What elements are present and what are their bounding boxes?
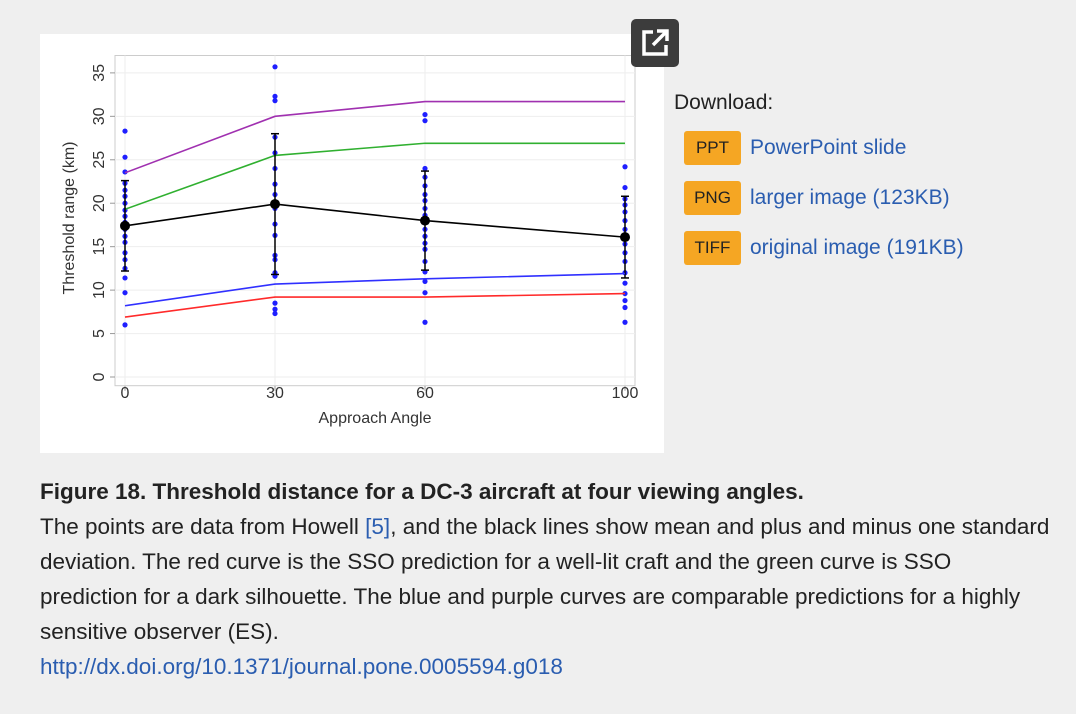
caption: Figure 18. Threshold distance for a DC-3… — [40, 474, 1050, 684]
caption-text: The points are data from Howell — [40, 514, 366, 539]
data-point — [622, 280, 628, 286]
data-point — [422, 319, 428, 325]
data-point — [422, 290, 428, 296]
mean-point — [420, 215, 430, 226]
y-tick-label: 35 — [91, 64, 108, 82]
y-tick-label: 25 — [91, 151, 108, 169]
x-tick-label: 0 — [121, 385, 130, 402]
x-axis-label: Approach Angle — [319, 410, 432, 427]
data-point — [122, 275, 128, 281]
data-point — [422, 278, 428, 285]
y-tick-label: 20 — [91, 194, 108, 212]
data-point — [272, 98, 278, 104]
data-point — [272, 300, 278, 306]
y-axis-label: Threshold range (km) — [61, 142, 78, 295]
data-point — [272, 306, 278, 312]
y-tick-label: 0 — [91, 372, 108, 381]
download-heading: Download: — [674, 91, 774, 114]
series-line — [124, 100, 625, 174]
badge[interactable]: PNG — [684, 181, 741, 215]
data-point — [122, 128, 128, 134]
x-tick-label: 100 — [612, 385, 639, 402]
y-tick-label: 30 — [91, 107, 108, 125]
data-point — [422, 165, 428, 172]
data-point — [272, 310, 278, 317]
series-line — [124, 142, 625, 211]
download-item: PNG larger image (123KB) — [684, 181, 964, 215]
caption-text: , and the black lines show mean and plus… — [40, 514, 1050, 644]
data-point — [122, 169, 128, 175]
data-point — [622, 184, 628, 191]
data-point — [272, 64, 278, 70]
data-point — [422, 118, 428, 124]
x-tick-label: 30 — [266, 385, 284, 402]
badge[interactable]: TIFF — [684, 231, 741, 265]
data-point — [622, 164, 628, 170]
open-figure-button[interactable] — [631, 19, 679, 67]
caption-title: Figure 18. Threshold distance for a DC-3… — [40, 479, 804, 504]
series-line — [124, 292, 626, 318]
mean-point — [270, 199, 280, 210]
series-line — [124, 203, 626, 238]
doi-link[interactable]: http://dx.doi.org/10.1371/journal.pone.0… — [40, 654, 563, 679]
download-link[interactable]: PowerPoint slide — [750, 136, 907, 159]
download-item: PPT PowerPoint slide — [684, 131, 964, 165]
mean-point — [120, 220, 130, 231]
x-tick-label: 60 — [416, 385, 434, 402]
popout-icon — [642, 29, 669, 56]
download-link[interactable]: larger image (123KB) — [750, 186, 950, 209]
series-line — [124, 272, 626, 307]
y-tick-label: 10 — [91, 281, 108, 299]
chart: Approach Angle Threshold range (km) 0 5 10… — [40, 34, 664, 453]
badge[interactable]: PPT — [684, 131, 741, 165]
data-point — [422, 111, 428, 118]
reference-link[interactable]: [5] — [365, 514, 391, 539]
mean-point — [620, 232, 630, 243]
data-point — [622, 297, 628, 304]
download-link[interactable]: original image (191KB) — [750, 236, 964, 259]
plot-frame — [114, 55, 636, 387]
y-tick-label: 5 — [91, 329, 108, 338]
data-point — [122, 322, 128, 328]
y-tick-label: 15 — [91, 238, 108, 256]
download-item: TIFF original image (191KB) — [684, 231, 964, 265]
data-point — [122, 290, 128, 296]
data-point — [622, 319, 628, 325]
data-point — [122, 154, 128, 160]
data-point — [272, 93, 278, 99]
data-point — [622, 304, 628, 311]
download-panel: Download: PPT PowerPoint slide PNG larger … — [674, 91, 964, 265]
